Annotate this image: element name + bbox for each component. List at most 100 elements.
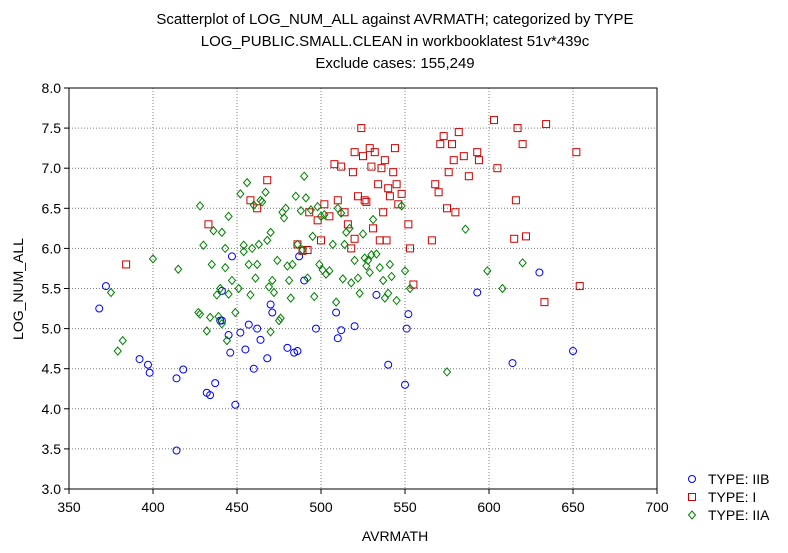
data-point — [360, 253, 369, 263]
data-point — [311, 324, 320, 333]
data-point — [401, 380, 409, 389]
data-point — [249, 200, 258, 210]
data-point — [378, 275, 388, 286]
data-point — [384, 360, 393, 369]
data-point — [284, 275, 294, 286]
plot-area-frame — [68, 87, 658, 490]
data-point — [308, 231, 317, 242]
data-point — [286, 293, 295, 303]
data-point — [143, 360, 152, 369]
data-point — [535, 268, 544, 277]
data-point — [372, 249, 381, 259]
data-point — [247, 243, 257, 254]
data-point — [246, 196, 255, 205]
data-point — [493, 164, 502, 173]
data-point — [195, 309, 205, 319]
data-point — [234, 283, 243, 294]
data-point — [385, 259, 395, 270]
data-point — [231, 400, 240, 409]
data-point — [264, 282, 274, 292]
data-point — [313, 216, 322, 225]
y-axis-title: LOG_NUM_ALL — [10, 238, 26, 340]
data-point — [291, 191, 300, 202]
data-point — [347, 278, 356, 288]
data-point — [464, 172, 473, 181]
data-point — [348, 168, 357, 177]
data-point — [303, 246, 312, 255]
y-tick-label: 7.5 — [42, 120, 62, 136]
data-point — [362, 261, 371, 271]
data-point — [436, 140, 445, 149]
data-point — [404, 310, 413, 319]
data-point — [207, 259, 216, 270]
data-point — [321, 269, 331, 279]
data-point — [372, 290, 381, 299]
data-point — [394, 200, 403, 209]
data-point — [518, 258, 527, 268]
data-point — [336, 208, 346, 218]
data-point — [283, 343, 292, 352]
data-point — [226, 348, 235, 357]
series-0 — [95, 252, 577, 455]
data-point — [380, 293, 390, 303]
data-point — [252, 259, 262, 270]
data-point — [222, 335, 232, 346]
data-point — [575, 282, 584, 291]
data-point — [382, 236, 391, 245]
data-point — [461, 224, 470, 234]
data-point — [204, 220, 213, 229]
data-point — [365, 267, 374, 278]
data-point — [513, 124, 522, 133]
x-tick-label: 700 — [645, 499, 669, 515]
data-point — [442, 367, 452, 377]
x-axis-title: AVRMATH — [362, 528, 428, 544]
data-point — [239, 246, 248, 257]
data-point — [320, 200, 329, 209]
data-point — [400, 266, 410, 276]
legend-marker — [688, 475, 696, 483]
data-point — [380, 156, 389, 165]
y-tick-label: 3.5 — [42, 441, 62, 457]
data-point — [355, 288, 364, 299]
data-point — [510, 234, 519, 243]
x-tick-label: 600 — [477, 499, 501, 515]
legend-marker — [687, 510, 697, 520]
data-point — [242, 177, 252, 188]
data-point — [540, 298, 549, 307]
x-tick-label: 650 — [561, 499, 585, 515]
data-point — [145, 368, 154, 377]
data-point — [359, 152, 367, 161]
data-point — [122, 260, 131, 269]
data-point — [101, 282, 110, 291]
data-point — [397, 201, 406, 211]
data-point — [490, 116, 499, 125]
data-point — [276, 313, 285, 323]
data-point — [384, 184, 393, 193]
data-point — [357, 124, 366, 133]
legend-label: TYPE: I — [708, 489, 756, 505]
data-point — [298, 245, 307, 255]
y-tick-label: 7.0 — [42, 160, 62, 176]
data-point — [474, 156, 483, 165]
data-point — [377, 164, 386, 173]
data-point — [353, 273, 363, 283]
data-point — [362, 197, 371, 206]
data-point — [370, 148, 379, 157]
data-point — [195, 201, 205, 211]
data-point — [449, 156, 458, 165]
data-point — [521, 232, 530, 241]
data-point — [266, 300, 275, 309]
grid-lines — [68, 87, 658, 490]
chart-title-line-3: Exclude cases: 155,249 — [315, 55, 474, 72]
data-point — [95, 304, 104, 313]
data-point — [209, 225, 218, 236]
data-point — [315, 259, 324, 270]
data-point — [542, 120, 551, 129]
data-point — [350, 234, 359, 243]
data-point — [268, 308, 277, 317]
data-point — [360, 196, 369, 205]
data-point — [459, 152, 468, 161]
data-point — [434, 188, 443, 197]
data-point — [451, 208, 460, 217]
data-point — [363, 255, 373, 266]
